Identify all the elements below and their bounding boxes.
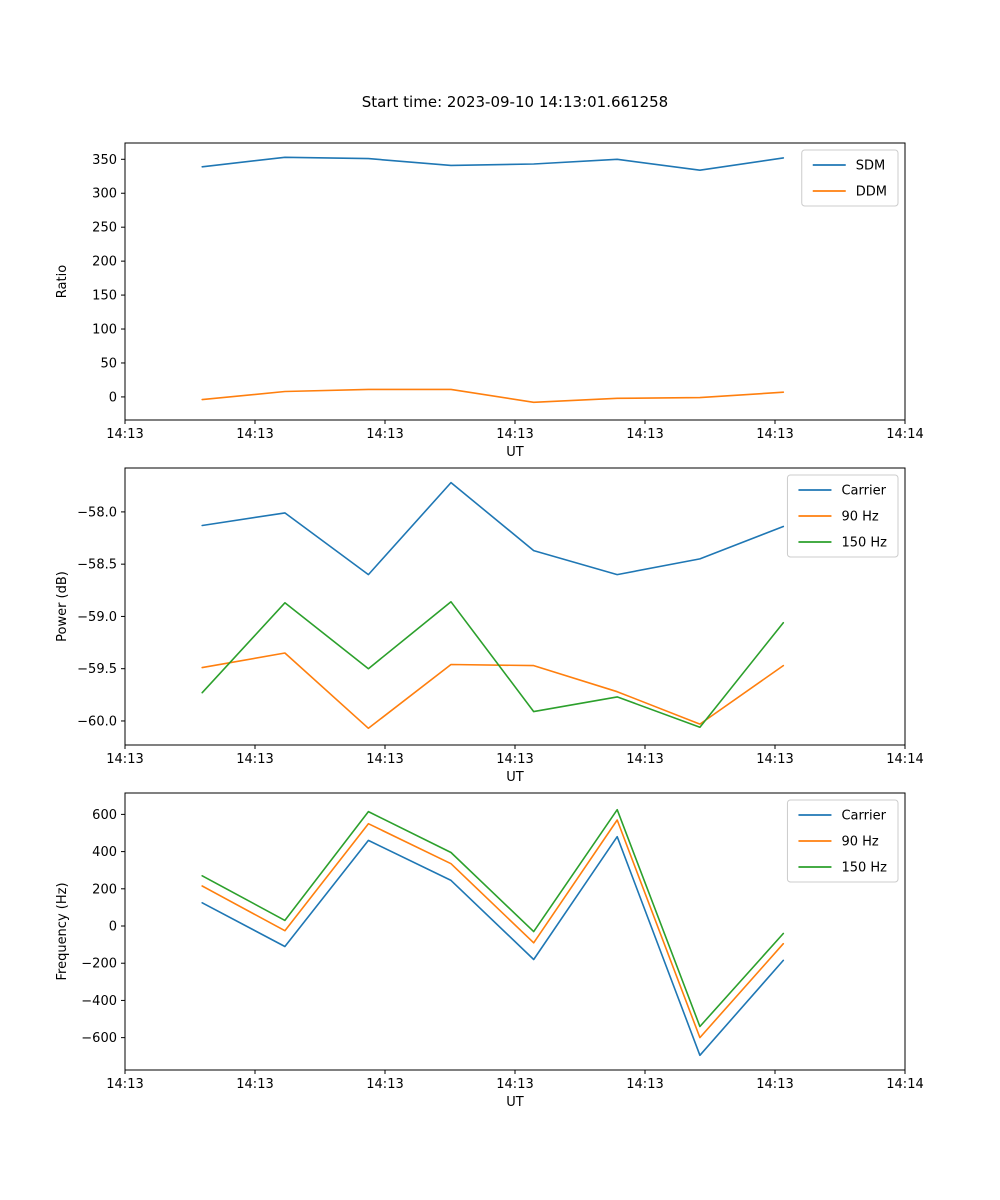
- y-tick-label: −200: [81, 957, 117, 972]
- x-tick-label: 14:14: [886, 427, 923, 442]
- plot-area: [124, 142, 906, 421]
- legend-label: 150 Hz: [841, 861, 887, 876]
- series-line-90-hz: [201, 819, 785, 1039]
- y-tick-label: 250: [92, 221, 117, 236]
- x-axis-label: UT: [506, 770, 524, 785]
- x-tick-label: 14:13: [106, 427, 143, 442]
- legend: SDM DDM: [801, 149, 899, 207]
- chart-title: Start time: 2023-09-10 14:13:01.661258: [361, 93, 669, 111]
- y-tick-label: −59.0: [77, 610, 117, 625]
- series-line-150-hz: [201, 808, 785, 1028]
- x-tick-label: 14:13: [106, 1077, 143, 1092]
- y-tick-label: 400: [92, 845, 117, 860]
- legend: Carrier 90 Hz 150 Hz: [786, 474, 899, 558]
- x-tick-label: 14:13: [236, 1077, 273, 1092]
- x-tick-label: 14:13: [496, 427, 533, 442]
- x-tick-label: 14:13: [496, 752, 533, 767]
- x-tick-label: 14:14: [886, 752, 923, 767]
- legend: Carrier 90 Hz 150 Hz: [786, 799, 899, 883]
- y-tick-label: 200: [92, 255, 117, 270]
- y-tick-label: 200: [92, 882, 117, 897]
- legend-label: Carrier: [841, 484, 886, 499]
- x-tick-label: 14:13: [626, 1077, 663, 1092]
- x-tick-label: 14:13: [756, 752, 793, 767]
- x-tick-label: 14:13: [236, 427, 273, 442]
- subplot-3: 14:13 14:13 14:13 14:13 14:13 14:13 14:14 −600 −…: [55, 792, 924, 1110]
- x-tick-label: 14:14: [886, 1077, 923, 1092]
- y-tick-label: 50: [100, 356, 117, 371]
- x-axis-label: UT: [506, 1095, 524, 1110]
- subplot-2: 14:13 14:13 14:13 14:13 14:13 14:13 14:14 −60.0…: [55, 467, 924, 785]
- series-line-sdm: [201, 156, 785, 171]
- y-tick-label: −600: [81, 1031, 117, 1046]
- subplot-1: 14:13 14:13 14:13 14:13 14:13 14:13 14:14 0 50 10…: [55, 142, 924, 460]
- x-tick-label: 14:13: [366, 752, 403, 767]
- x-tick-label: 14:13: [756, 427, 793, 442]
- legend-box: [786, 799, 899, 883]
- legend-label: SDM: [856, 159, 885, 174]
- x-tick-label: 14:13: [626, 427, 663, 442]
- y-tick-label: 0: [109, 390, 117, 405]
- y-tick-label: −60.0: [77, 714, 117, 729]
- y-tick-label: 350: [92, 153, 117, 168]
- y-axis-label: Power (dB): [55, 571, 70, 642]
- y-tick-label: 600: [92, 808, 117, 823]
- legend-label: DDM: [856, 185, 887, 200]
- legend-label: Carrier: [841, 809, 886, 824]
- y-tick-label: 300: [92, 187, 117, 202]
- series-line-90-hz: [201, 652, 785, 730]
- y-tick-label: 100: [92, 323, 117, 338]
- x-tick-label: 14:13: [496, 1077, 533, 1092]
- legend-box: [786, 474, 899, 558]
- x-tick-label: 14:13: [366, 1077, 403, 1092]
- legend-box: [801, 149, 899, 207]
- y-tick-label: −59.5: [77, 662, 117, 677]
- legend-label: 150 Hz: [841, 536, 887, 551]
- legend-label: 90 Hz: [841, 835, 878, 850]
- x-tick-label: 14:13: [366, 427, 403, 442]
- legend-label: 90 Hz: [841, 510, 878, 525]
- series-line-carrier: [201, 481, 785, 576]
- y-axis-label: Ratio: [55, 265, 70, 298]
- series-line-ddm: [201, 388, 785, 404]
- x-tick-label: 14:13: [756, 1077, 793, 1092]
- y-tick-label: 150: [92, 289, 117, 304]
- y-tick-label: −58.0: [77, 505, 117, 520]
- y-tick-label: −58.5: [77, 558, 117, 573]
- series-line-carrier: [201, 835, 785, 1057]
- y-tick-label: 0: [109, 920, 117, 935]
- x-tick-label: 14:13: [236, 752, 273, 767]
- x-tick-label: 14:13: [626, 752, 663, 767]
- y-axis-label: Frequency (Hz): [55, 882, 70, 980]
- x-tick-label: 14:13: [106, 752, 143, 767]
- y-tick-label: −400: [81, 994, 117, 1009]
- series-line-150-hz: [201, 600, 785, 729]
- x-axis-label: UT: [506, 445, 524, 460]
